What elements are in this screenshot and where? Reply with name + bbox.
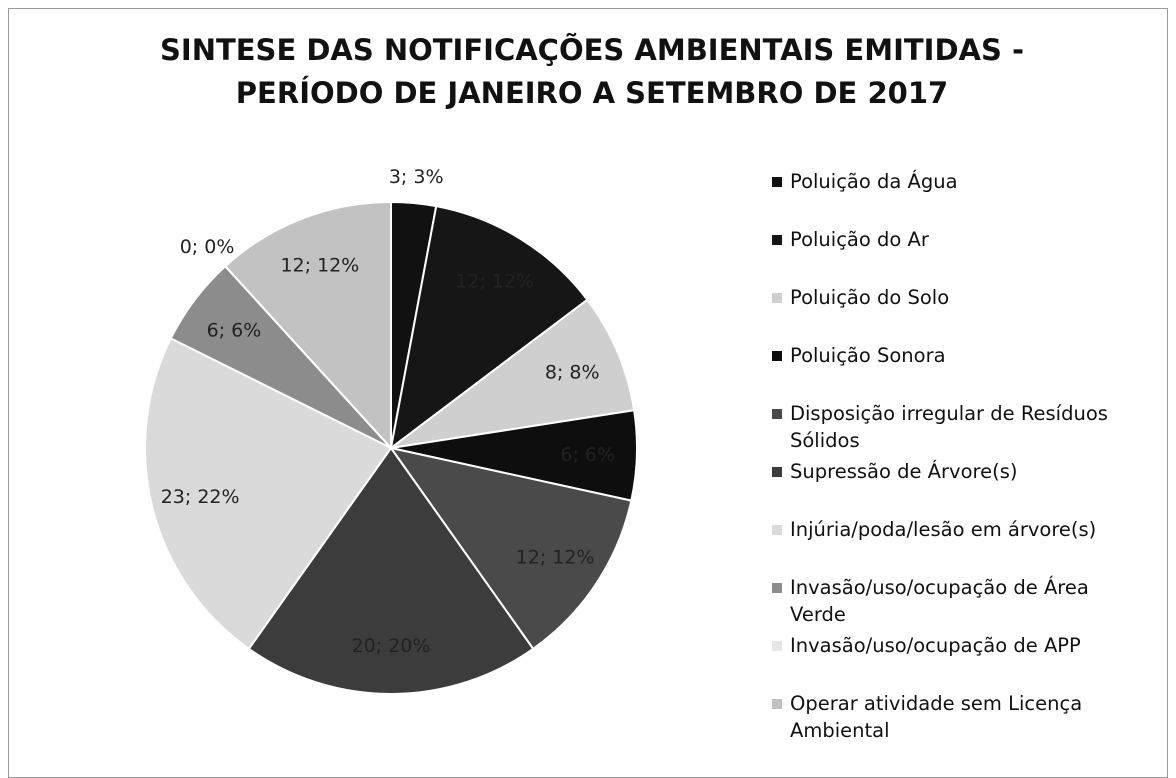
slice-label: 6; 6% (560, 444, 615, 466)
legend-swatch (772, 525, 782, 535)
legend-label: Poluição do Solo (790, 286, 950, 309)
slice-label: 12; 12% (280, 254, 359, 276)
legend-swatch (772, 177, 782, 187)
pie-slice (388, 446, 633, 651)
legend-item: Invasão/uso/ocupação de Área Verde (772, 574, 1167, 632)
slice-label: 23; 22% (161, 486, 240, 508)
legend-item: Poluição da Água (772, 168, 1167, 226)
legend-label: Operar atividade sem Licença Ambiental (790, 692, 1083, 742)
legend-swatch (772, 235, 782, 245)
chart-subtitle: PERÍODO DE JANEIRO A SETEMBRO DE 2017 (236, 76, 948, 110)
slice-label: 6; 6% (207, 319, 262, 341)
legend-swatch (772, 351, 782, 361)
page: SINTESE DAS NOTIFICAÇÕES AMBIENTAIS EMIT… (8, 8, 1168, 778)
slice-label: 20; 20% (352, 635, 431, 657)
legend-label: Poluição do Ar (790, 228, 929, 251)
legend-label: Poluição da Água (790, 170, 958, 193)
legend-item: Supressão de Árvore(s) (772, 458, 1167, 516)
pie-slice (389, 205, 589, 451)
legend-label: Invasão/uso/ocupação de Área Verde (790, 576, 1089, 626)
legend-swatch (772, 699, 782, 709)
legend-item: Disposição irregular de Resíduos Sólidos (772, 400, 1167, 458)
legend-swatch (772, 641, 782, 651)
pie-slice (144, 337, 393, 651)
slice-label: 3; 3% (389, 166, 444, 188)
pie-slice (390, 298, 636, 449)
legend: Poluição da Água Poluição do Ar Poluição d… (772, 168, 1167, 748)
slice-label: 12; 12% (516, 547, 595, 569)
slice-label: 12; 12% (455, 271, 534, 293)
legend-label: Supressão de Árvore(s) (790, 460, 1018, 483)
legend-item: Injúria/poda/lesão em árvore(s) (772, 516, 1167, 574)
chart: SINTESE DAS NOTIFICAÇÕES AMBIENTAIS EMIT… (144, 33, 1024, 695)
pie-slice (247, 446, 535, 695)
legend-item: Invasão/uso/ocupação de APP (772, 632, 1167, 690)
legend-swatch (772, 583, 782, 593)
legend-item: Poluição Sonora (772, 342, 1167, 400)
pie-slice (223, 200, 392, 451)
legend-swatch (772, 293, 782, 303)
legend-label: Invasão/uso/ocupação de APP (790, 634, 1081, 657)
legend-swatch (772, 409, 782, 419)
slice-label: 8; 8% (545, 361, 600, 383)
legend-label: Injúria/poda/lesão em árvore(s) (790, 518, 1097, 541)
legend-label: Disposição irregular de Resíduos Sólidos (790, 402, 1108, 452)
legend-item: Operar atividade sem Licença Ambiental (772, 690, 1167, 748)
legend-item: Poluição do Ar (772, 226, 1167, 284)
legend-item: Poluição do Solo (772, 284, 1167, 342)
slice-label: 0; 0% (180, 236, 235, 258)
legend-label: Poluição Sonora (790, 344, 946, 367)
legend-swatch (772, 467, 782, 477)
chart-title: SINTESE DAS NOTIFICAÇÕES AMBIENTAIS EMIT… (160, 33, 1024, 67)
